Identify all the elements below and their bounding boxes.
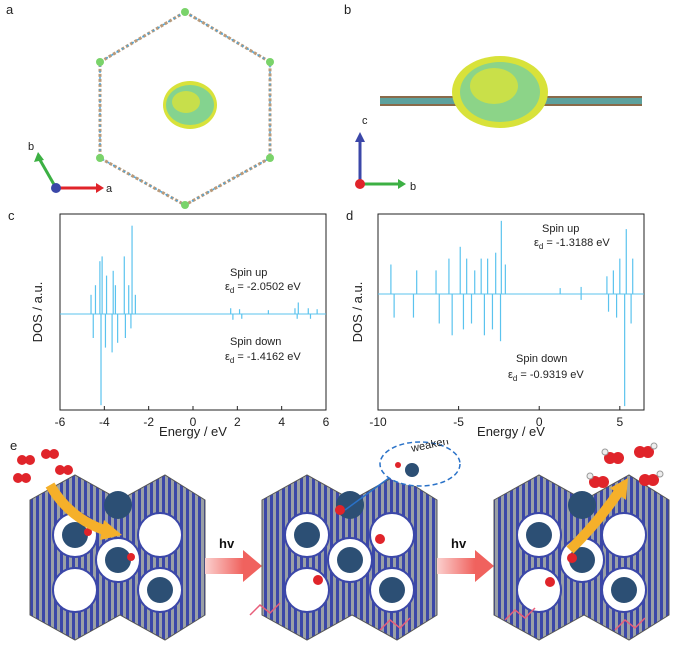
panel-e-schematic: hv weaken hv — [13, 440, 670, 641]
hv-arrow-1 — [205, 558, 243, 574]
metal-cluster — [611, 577, 637, 603]
x-tick-label: -6 — [55, 415, 66, 429]
b-axis-arrow — [38, 159, 58, 189]
panel-d-letter: d — [346, 208, 354, 223]
x-tick-label: -5 — [453, 415, 464, 429]
desorption-arrowhead — [610, 478, 628, 500]
panel-e-letter: e — [10, 438, 18, 453]
hole-electron-paths — [249, 602, 411, 631]
plot-frame — [377, 213, 645, 411]
spin-down-label: Spin down — [516, 353, 567, 365]
x-axis-label: Energy / eV — [477, 424, 545, 439]
spin-down-value: εd = -0.9319 eV — [508, 369, 584, 383]
bubble-o2 — [395, 462, 401, 468]
released-h2o2 — [586, 442, 664, 488]
panel-b-letter: b — [344, 2, 352, 17]
pore — [284, 567, 330, 613]
vertex-node — [181, 8, 189, 16]
x-tick-label: 0 — [190, 415, 197, 429]
pore — [137, 512, 183, 558]
axis-b-label-side: b — [410, 181, 416, 193]
a-axis-origin — [355, 179, 365, 189]
axis-a-label: a — [106, 183, 113, 195]
spin-down-label: Spin down — [230, 336, 281, 348]
o2-molecule — [335, 505, 345, 515]
h2o2-molecule — [567, 553, 577, 563]
panel-b-structure: c b — [355, 56, 642, 193]
dos-chart-c: -6 -4 -2 0 2 4 6 DOS / a.u. Energy / eV Spin u… — [30, 213, 330, 439]
b-axis-arrowhead — [34, 152, 44, 162]
spin-up-label: Spin up — [230, 267, 267, 279]
metal-cluster — [104, 491, 132, 519]
metal-cluster — [526, 522, 552, 548]
y-axis-label: DOS / a.u. — [350, 282, 365, 343]
incoming-o2 — [13, 449, 73, 483]
hv-label-2: hv — [451, 536, 467, 551]
pore — [369, 512, 415, 558]
metal-cluster — [379, 577, 405, 603]
pore — [516, 567, 562, 613]
hole-electron-paths — [504, 607, 646, 631]
cof-frame-2 — [261, 474, 438, 641]
spin-up-label: Spin up — [542, 223, 579, 235]
x-tick-label: -2 — [143, 415, 154, 429]
x-tick-label: 4 — [278, 415, 285, 429]
x-axis-label: Energy / eV — [159, 424, 227, 439]
cof-frame-3 — [493, 474, 670, 641]
vertex-node — [96, 154, 104, 162]
vertex-node — [266, 154, 274, 162]
vertex-node — [96, 58, 104, 66]
charge-density-accumulation — [172, 91, 200, 113]
x-tick-label: 6 — [323, 415, 330, 429]
adsorption-arrowhead — [100, 520, 122, 540]
bubble-cluster — [405, 463, 419, 477]
hv-label-1: hv — [219, 536, 235, 551]
hv-arrowhead-1 — [243, 550, 262, 582]
metal-cluster — [147, 577, 173, 603]
metal-cluster — [568, 491, 596, 519]
metal-cluster — [294, 522, 320, 548]
spin-up-value: εd = -1.3188 eV — [534, 237, 610, 251]
x-tick-label: 5 — [616, 415, 623, 429]
o2-molecule — [127, 553, 135, 561]
axis-b-label: b — [28, 141, 34, 153]
desorption-arrow — [566, 487, 625, 554]
axis-c-label: c — [362, 115, 368, 127]
pore — [52, 567, 98, 613]
panel-c-letter: c — [8, 208, 15, 223]
metal-cluster — [62, 522, 88, 548]
hv-arrow-2 — [437, 558, 475, 574]
metal-cluster — [105, 547, 131, 573]
metal-cluster — [337, 547, 363, 573]
spin-down-value: εd = -1.4162 eV — [225, 351, 301, 365]
pore — [601, 512, 647, 558]
x-tick-label: -4 — [99, 415, 110, 429]
h2o2-molecule — [545, 577, 555, 587]
cluster-side-accumulation — [470, 68, 518, 104]
c-axis-arrowhead — [355, 132, 365, 142]
c-axis-origin — [51, 183, 61, 193]
o2-molecule — [375, 534, 385, 544]
y-axis-label: DOS / a.u. — [30, 282, 45, 343]
x-tick-label: 0 — [536, 415, 543, 429]
metal-cluster — [569, 547, 595, 573]
o2-molecule — [313, 575, 323, 585]
dos-chart-d: -10 -5 0 5 DOS / a.u. Energy / eV Spin up ε… — [350, 213, 645, 439]
spin-up-value: εd = -2.0502 eV — [225, 281, 301, 295]
o2-molecule — [84, 528, 92, 536]
vertex-node — [266, 58, 274, 66]
a-axis-arrowhead — [96, 183, 104, 193]
panel-a-structure: b a — [28, 8, 274, 209]
vertex-node — [181, 201, 189, 209]
hv-arrowhead-2 — [475, 550, 494, 582]
panel-a-letter: a — [6, 2, 14, 17]
x-tick-label: 2 — [234, 415, 241, 429]
weaken-bubble — [379, 441, 461, 487]
x-tick-label: -10 — [369, 415, 387, 429]
b-axis-arrowhead-side — [398, 179, 406, 189]
